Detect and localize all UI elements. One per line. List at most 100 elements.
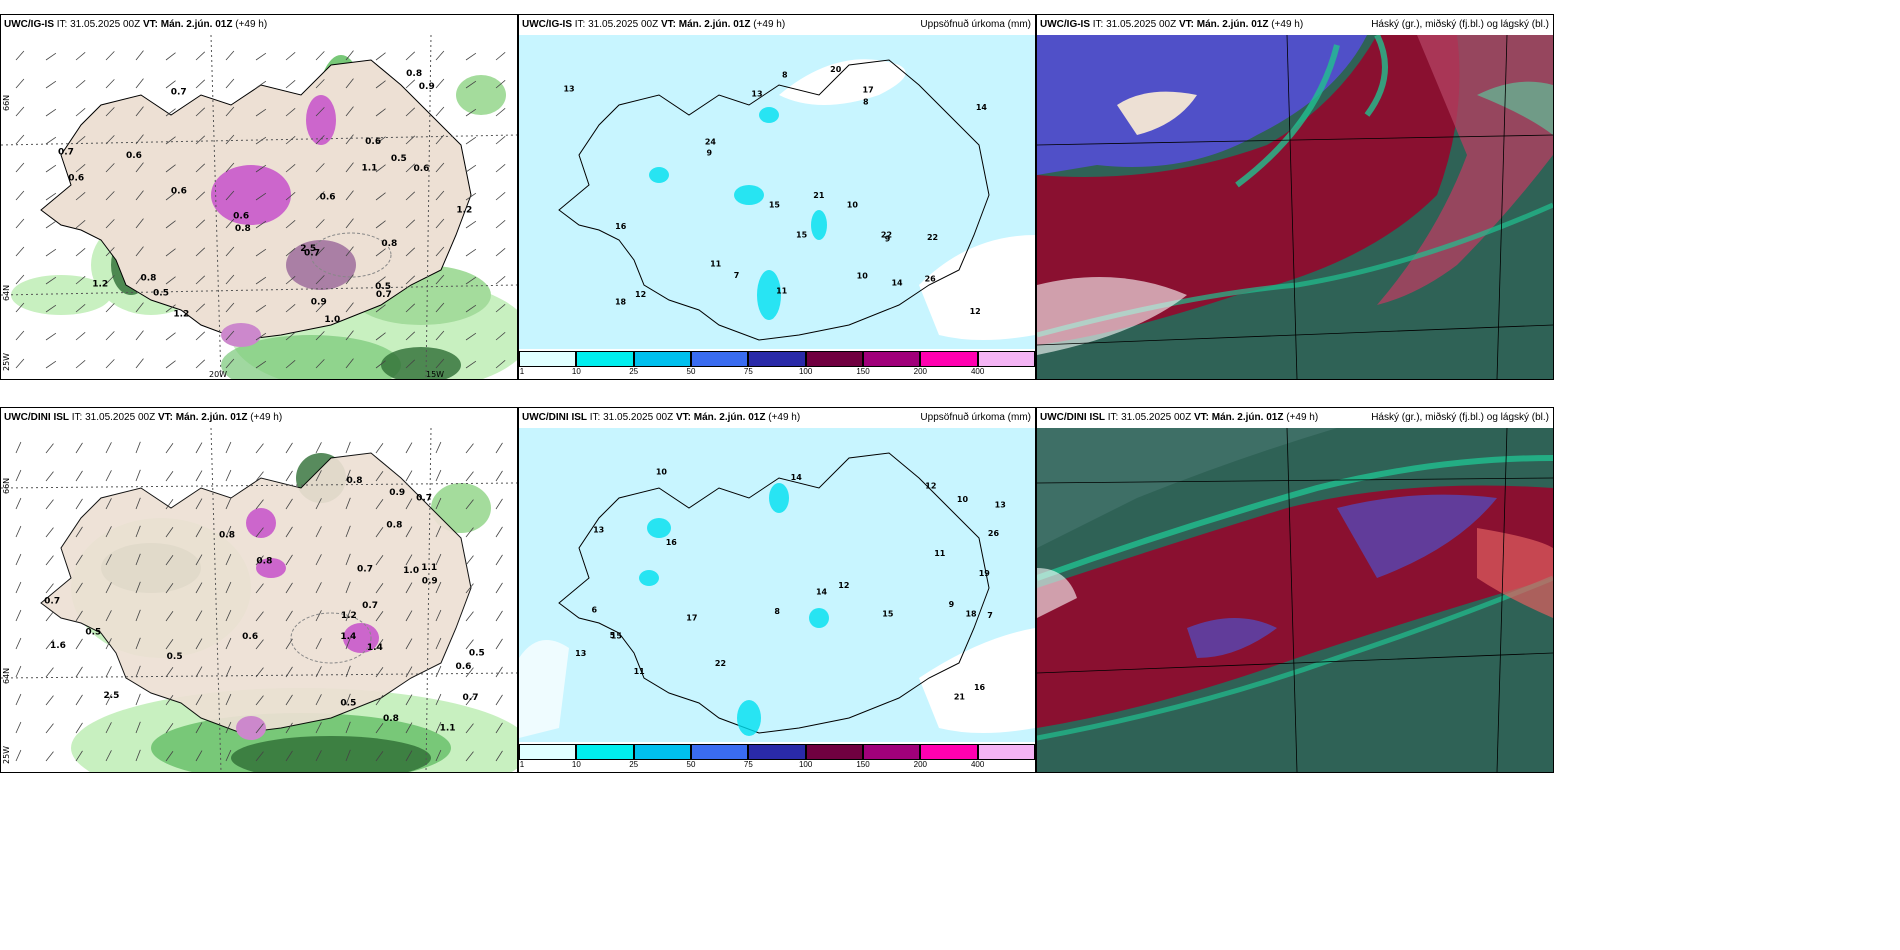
wind-barb bbox=[135, 78, 144, 89]
wind-barb bbox=[225, 78, 235, 89]
wind-barb bbox=[165, 304, 176, 313]
graticule bbox=[1, 428, 517, 772]
wind-barbs bbox=[15, 50, 506, 369]
wind-barb bbox=[345, 302, 354, 313]
wind-barb bbox=[195, 554, 203, 566]
wind-barb bbox=[435, 581, 442, 594]
value-label: 21 bbox=[954, 692, 966, 701]
wind-barb bbox=[135, 302, 144, 313]
wind-barb bbox=[105, 331, 115, 341]
wind-barb bbox=[405, 554, 413, 566]
wind-barb bbox=[465, 723, 474, 734]
wind-barb bbox=[495, 303, 506, 313]
value-label: 15 bbox=[796, 230, 808, 239]
wind-barb bbox=[315, 610, 322, 622]
wind-barb bbox=[345, 693, 351, 706]
wind-barb bbox=[405, 107, 416, 117]
vt-value: Mán. 2.jún. 01Z bbox=[160, 19, 233, 30]
wind-barb bbox=[195, 610, 203, 622]
wind-barb bbox=[345, 609, 351, 622]
wind-barb bbox=[195, 359, 206, 369]
wind-barb bbox=[225, 330, 235, 341]
wind-barb bbox=[255, 136, 267, 145]
wind-barb bbox=[255, 667, 264, 678]
wind-barb bbox=[255, 555, 264, 566]
wind-barb bbox=[405, 331, 416, 341]
wind-barb bbox=[135, 162, 144, 173]
wind-barb bbox=[285, 610, 293, 622]
wind-barb bbox=[285, 582, 293, 594]
wind-barb bbox=[15, 581, 22, 594]
wind-barb bbox=[225, 441, 232, 454]
value-label: 1.6 bbox=[50, 641, 66, 651]
wind-barb bbox=[435, 553, 442, 566]
wind-barb bbox=[195, 638, 203, 650]
value-label: 8 bbox=[774, 607, 780, 616]
wind-barb bbox=[315, 135, 325, 145]
wind-barb bbox=[195, 107, 206, 117]
wind-barb bbox=[225, 106, 235, 117]
wind-barb bbox=[495, 359, 506, 369]
lead-time: (+49 h) bbox=[1271, 19, 1304, 30]
wind-barb bbox=[45, 555, 54, 566]
map-accum-precip: 18 22 21 15 13 20 26 17 14 11 12 9 7 8 10 24 22 16 15 14 13 1… bbox=[519, 35, 1035, 351]
wind-barb bbox=[435, 693, 442, 706]
wind-barb bbox=[135, 553, 141, 566]
lat-64n-label: 64N bbox=[2, 285, 11, 301]
colorbar-tick-label: 50 bbox=[686, 760, 696, 769]
wind-barb bbox=[285, 79, 296, 89]
wind-barb bbox=[135, 246, 144, 257]
value-label: 1.2 bbox=[341, 611, 357, 621]
wind-barb bbox=[315, 191, 325, 201]
wind-barb bbox=[285, 107, 296, 117]
wind-barb bbox=[105, 498, 112, 510]
panel-bottom-right-clouds: UWC/DINI ISL IT: 31.05.2025 00Z VT: Mán.… bbox=[1036, 407, 1554, 773]
wind-barb bbox=[375, 499, 384, 510]
colorbar-segment bbox=[977, 744, 1035, 760]
value-label: 15 bbox=[611, 631, 623, 640]
panel-bottom-left-wind-precip: UWC/DINI ISL IT: 31.05.2025 00Z VT: Mán.… bbox=[0, 407, 518, 773]
wind-barb bbox=[495, 51, 506, 61]
wind-barb bbox=[165, 555, 174, 566]
it-value: 31.05.2025 00Z bbox=[1121, 412, 1192, 423]
wind-barb bbox=[465, 611, 474, 622]
wind-barb bbox=[405, 303, 416, 313]
model-label: UWC/DINI ISL bbox=[522, 412, 587, 423]
value-label: 0.7 bbox=[416, 493, 432, 503]
value-label: 0.6 bbox=[171, 187, 187, 197]
value-label: 22 bbox=[881, 230, 892, 239]
wind-barb bbox=[135, 190, 144, 201]
vt-label: VT: bbox=[1193, 412, 1209, 423]
precip-purple-areas bbox=[211, 95, 356, 347]
value-label: 0.7 bbox=[304, 249, 320, 259]
wind-barb bbox=[255, 164, 267, 173]
wind-barb bbox=[375, 667, 384, 678]
colorbar-tick-label: 1 bbox=[519, 760, 525, 769]
wind-barb bbox=[315, 359, 325, 369]
wind-barb bbox=[195, 750, 203, 762]
wind-barb bbox=[375, 723, 384, 734]
value-label: 0.9 bbox=[422, 577, 438, 587]
value-label: 0.8 bbox=[140, 274, 156, 284]
wind-barb bbox=[435, 246, 445, 257]
colorbar-tick-label: 25 bbox=[629, 760, 639, 769]
wind-barb bbox=[75, 163, 86, 173]
value-label: 7 bbox=[734, 271, 740, 280]
wind-barb bbox=[375, 695, 384, 706]
panel-header: UWC/IG-IS IT: 31.05.2025 00Z VT: Mán. 2.… bbox=[1037, 15, 1553, 35]
wind-barb bbox=[285, 303, 296, 313]
wind-barb bbox=[105, 191, 115, 201]
wind-barb bbox=[165, 108, 176, 117]
vt-label: VT: bbox=[675, 412, 691, 423]
vt-label: VT: bbox=[157, 412, 173, 423]
value-label: 0.9 bbox=[419, 82, 435, 92]
wind-barb bbox=[375, 751, 384, 762]
wind-barb bbox=[315, 470, 322, 482]
wind-barb bbox=[495, 163, 506, 173]
wind-barb bbox=[495, 582, 503, 594]
accum-value-labels: 18 22 21 15 13 20 26 17 14 11 12 9 7 8 10 24 22 16 15 14 13 1… bbox=[563, 65, 987, 316]
wind-barb bbox=[345, 553, 351, 566]
wind-barb bbox=[405, 191, 416, 201]
value-label: 9 bbox=[885, 235, 891, 244]
value-label: 19 bbox=[979, 569, 991, 578]
